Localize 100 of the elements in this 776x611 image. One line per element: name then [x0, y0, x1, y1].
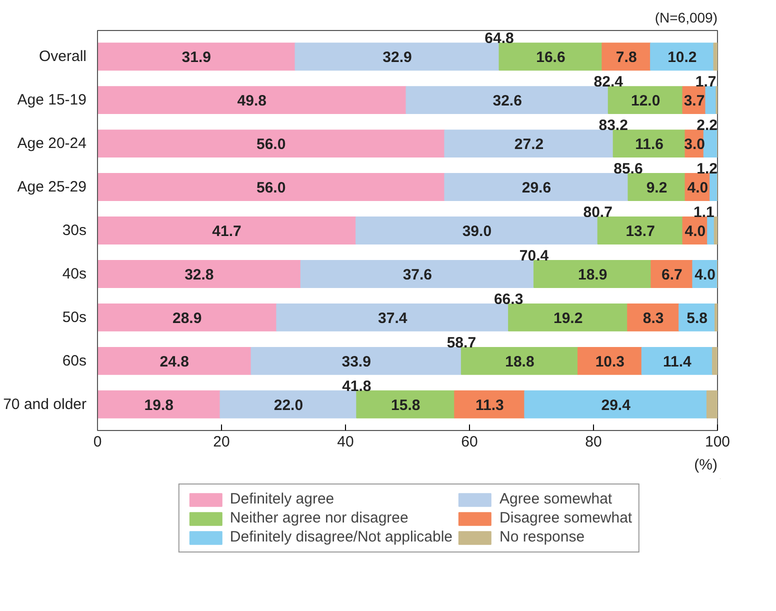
data-label: 49.8 — [237, 92, 266, 110]
y-tick-label: 50s — [62, 308, 87, 326]
data-label: 1.7 — [695, 74, 716, 91]
legend-label: Disagree somewhat — [500, 510, 632, 526]
bar — [98, 216, 357, 244]
data-label: 22.0 — [274, 396, 304, 414]
bar — [710, 173, 718, 201]
bar — [650, 42, 714, 71]
data-label: 4.0 — [694, 266, 716, 284]
data-label: 18.9 — [578, 266, 608, 284]
data-label: 9.2 — [646, 180, 668, 197]
bar — [294, 42, 500, 71]
bar — [628, 173, 686, 201]
x-tick-label: 80 — [585, 434, 602, 450]
data-label: 31.9 — [182, 49, 211, 66]
bar — [356, 390, 456, 418]
bar — [444, 130, 614, 158]
data-label: 28.9 — [172, 310, 202, 327]
bar — [98, 130, 446, 158]
bar — [98, 260, 302, 288]
bar — [508, 303, 628, 332]
bar — [533, 260, 652, 288]
data-label: 27.2 — [514, 136, 544, 154]
y-tick-label: Age 25-29 — [17, 178, 87, 196]
bar — [444, 173, 629, 201]
bar — [713, 42, 718, 71]
bar — [250, 346, 462, 375]
annotation: 64.8 — [484, 30, 514, 48]
y-tick-label: 30s — [62, 222, 87, 239]
data-label: 41.7 — [212, 223, 242, 240]
data-label: 13.7 — [626, 223, 655, 240]
y-tick-label: 40s — [62, 265, 87, 282]
bar — [602, 42, 652, 71]
bar — [597, 216, 684, 244]
x-axis-title: (%) — [694, 456, 718, 474]
bar — [300, 260, 534, 288]
data-label: 15.8 — [391, 396, 420, 414]
x-tick-label: 100 — [704, 434, 730, 450]
data-label: 12.0 — [630, 92, 660, 110]
annotation: 82.4 — [594, 74, 624, 91]
data-label: 16.6 — [536, 49, 566, 66]
data-label: 4.0 — [684, 223, 706, 240]
annotation: 66.3 — [494, 290, 524, 308]
data-label: 32.8 — [184, 266, 214, 284]
annotation: 85.6 — [614, 160, 643, 178]
bar — [703, 130, 718, 158]
annotation: 80.7 — [583, 204, 612, 222]
data-label: 24.8 — [160, 353, 189, 370]
data-label: 11.6 — [635, 136, 664, 154]
data-label: 10.2 — [668, 49, 697, 66]
data-label: 37.4 — [378, 310, 408, 327]
x-tick-label: 40 — [337, 434, 354, 450]
bar — [98, 173, 446, 201]
bar — [714, 303, 718, 332]
data-label: 11.3 — [475, 396, 504, 414]
y-tick-label: 70 and older — [3, 396, 87, 413]
text: (N=6,009) — [654, 10, 718, 26]
bar — [714, 216, 718, 244]
bar — [578, 346, 642, 375]
bar — [460, 346, 578, 375]
bar — [356, 216, 598, 244]
y-tick-label: Age 15-19 — [17, 92, 87, 109]
x-tick-label: 60 — [461, 434, 478, 450]
legend-label: No response — [500, 528, 585, 546]
data-label: 6.7 — [662, 266, 682, 284]
annotation: 41.8 — [342, 378, 372, 395]
data-label: 56.0 — [256, 136, 286, 154]
legend-label: Definitely disagree/Not applicable — [230, 528, 453, 546]
bar — [706, 390, 718, 418]
data-label: 8.3 — [642, 310, 664, 327]
bar — [627, 303, 680, 332]
bar — [498, 42, 603, 71]
bar — [705, 86, 717, 114]
bar — [276, 303, 510, 332]
data-label: 29.6 — [522, 180, 552, 197]
annotation: 83.2 — [598, 117, 628, 134]
data-label: 56.0 — [256, 180, 286, 197]
data-label: 29.4 — [601, 396, 632, 414]
annotation: 70.4 — [519, 248, 550, 264]
legend-label: Agree somewhat — [500, 490, 612, 508]
bar — [98, 86, 407, 114]
data-label: 11.4 — [663, 353, 692, 370]
y-tick-label: Age 20-24 — [17, 135, 87, 152]
data-label: 32.9 — [382, 49, 412, 66]
x-tick-label: 20 — [213, 434, 230, 450]
bar — [641, 346, 714, 375]
bar — [98, 390, 221, 418]
data-label: 2.2 — [696, 117, 718, 134]
data-label: 10.3 — [595, 353, 625, 370]
bar — [98, 346, 252, 375]
data-label: 19.8 — [144, 396, 174, 414]
data-label: 7.8 — [616, 49, 637, 66]
bar — [220, 390, 358, 418]
bar — [98, 42, 296, 71]
bar — [454, 390, 526, 418]
y-tick-label: 60s — [62, 352, 87, 370]
data-label: 37.6 — [402, 266, 432, 284]
legend-label: Neither agree nor disagree — [230, 510, 408, 526]
data-label: 18.8 — [505, 353, 534, 370]
bar — [406, 86, 609, 114]
